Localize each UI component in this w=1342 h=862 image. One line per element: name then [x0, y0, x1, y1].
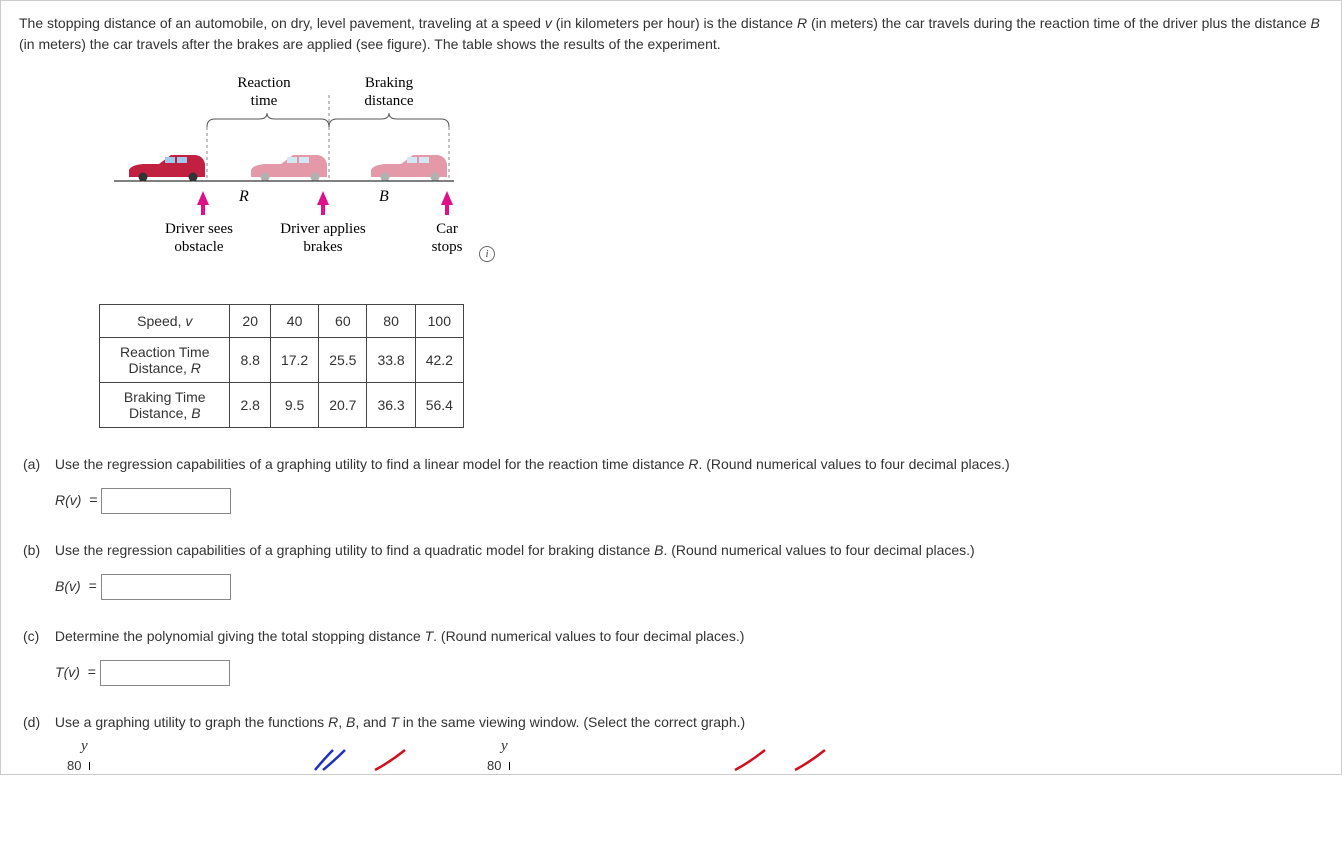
reaction-label: Reaction — [237, 75, 291, 91]
graph-1-curves — [315, 750, 435, 772]
table-row-speed: Speed, v 20 40 60 80 100 — [100, 305, 464, 338]
graph-option-2[interactable]: y 80 — [475, 740, 535, 770]
y-axis-label-2: y — [501, 738, 508, 755]
cell-speed-2: 60 — [319, 305, 367, 338]
var-v: v — [545, 15, 552, 31]
part-c-input[interactable] — [100, 660, 230, 686]
braking-label: Braking — [365, 75, 414, 91]
part-c-label: (c) — [23, 628, 51, 644]
part-c-answer-row: T(v) = — [55, 660, 1323, 686]
part-c-func: T(v) — [55, 664, 80, 680]
cell-r-3: 33.8 — [367, 338, 415, 383]
tick-80-1: 80 — [67, 758, 81, 773]
intro-text-2: (in kilometers per hour) is the distance — [552, 15, 797, 31]
cell-r-4: 42.2 — [415, 338, 463, 383]
intro-text-3: (in meters) the car travels during the r… — [807, 15, 1310, 31]
graph-option-1[interactable]: y 80 — [55, 740, 115, 770]
driver-applies-label: Driver applies — [280, 221, 366, 237]
part-c: (c) Determine the polynomial giving the … — [19, 628, 1323, 686]
r-road-label: R — [238, 188, 249, 205]
cell-speed-4: 100 — [415, 305, 463, 338]
tick-80-2: 80 — [487, 758, 501, 773]
car-start — [129, 155, 205, 182]
cell-b-0: 2.8 — [230, 383, 270, 428]
arrow-3 — [441, 191, 453, 215]
problem-statement: The stopping distance of an automobile, … — [19, 13, 1323, 55]
part-d-text: Use a graphing utility to graph the func… — [55, 714, 745, 730]
table-row-reaction: Reaction TimeDistance, R 8.8 17.2 25.5 3… — [100, 338, 464, 383]
part-c-text: Determine the polynomial giving the tota… — [55, 628, 745, 644]
graph-2-curves — [735, 750, 855, 772]
car-stop — [371, 155, 447, 182]
part-a-label: (a) — [23, 456, 51, 472]
cell-b-3: 36.3 — [367, 383, 415, 428]
cell-speed-1: 40 — [270, 305, 318, 338]
distance-label: distance — [364, 93, 413, 109]
cell-speed-0: 20 — [230, 305, 270, 338]
y-axis-label-1: y — [81, 738, 88, 755]
table-row-braking: Braking TimeDistance, B 2.8 9.5 20.7 36.… — [100, 383, 464, 428]
stopping-distance-figure: Reaction time Braking distance — [99, 69, 1323, 286]
part-d: (d) Use a graphing utility to graph the … — [19, 714, 1323, 770]
var-R: R — [797, 15, 807, 31]
part-b: (b) Use the regression capabilities of a… — [19, 542, 1323, 600]
cell-speed-3: 80 — [367, 305, 415, 338]
part-a-text: Use the regression capabilities of a gra… — [55, 456, 1010, 472]
brakes-label: brakes — [303, 239, 342, 255]
intro-text-4: (in meters) the car travels after the br… — [19, 36, 721, 52]
part-b-answer-row: B(v) = — [55, 574, 1323, 600]
time-label: time — [251, 93, 278, 109]
arrow-2 — [317, 191, 329, 215]
part-b-label: (b) — [23, 542, 51, 558]
intro-text-1: The stopping distance of an automobile, … — [19, 15, 545, 31]
data-table: Speed, v 20 40 60 80 100 Reaction TimeDi… — [99, 304, 464, 428]
row-header-reaction: Reaction TimeDistance, R — [100, 338, 230, 383]
stops-label: stops — [432, 239, 463, 255]
var-B: B — [1311, 15, 1320, 31]
cell-r-2: 25.5 — [319, 338, 367, 383]
cell-b-1: 9.5 — [270, 383, 318, 428]
part-a-input[interactable] — [101, 488, 231, 514]
cell-r-1: 17.2 — [270, 338, 318, 383]
cell-r-0: 8.8 — [230, 338, 270, 383]
b-road-label: B — [379, 188, 389, 205]
figure-svg: Reaction time Braking distance — [99, 69, 539, 269]
problem-container: The stopping distance of an automobile, … — [0, 0, 1342, 775]
arrow-1 — [197, 191, 209, 215]
cell-b-2: 20.7 — [319, 383, 367, 428]
part-b-input[interactable] — [101, 574, 231, 600]
row-header-speed: Speed, v — [100, 305, 230, 338]
part-a-func: R(v) — [55, 492, 81, 508]
part-b-text: Use the regression capabilities of a gra… — [55, 542, 975, 558]
row-header-braking: Braking TimeDistance, B — [100, 383, 230, 428]
part-a-answer-row: R(v) = — [55, 488, 1323, 514]
cell-b-4: 56.4 — [415, 383, 463, 428]
graph-options-row: y 80 y 80 — [55, 740, 1323, 770]
part-d-label: (d) — [23, 714, 51, 730]
obstacle-label: obstacle — [174, 239, 223, 255]
part-a: (a) Use the regression capabilities of a… — [19, 456, 1323, 514]
driver-sees-label: Driver sees — [165, 221, 233, 237]
car-label: Car — [436, 221, 458, 237]
part-b-func: B(v) — [55, 578, 81, 594]
car-brake — [251, 155, 327, 182]
